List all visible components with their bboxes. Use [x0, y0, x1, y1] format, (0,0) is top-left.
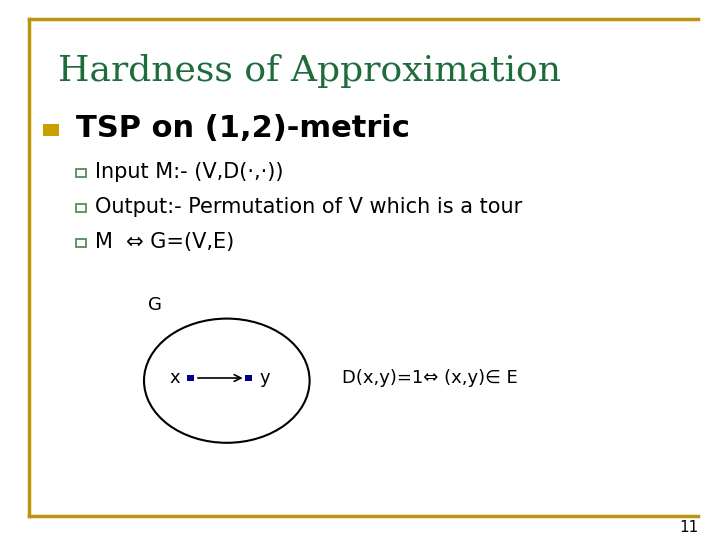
Text: 11: 11: [679, 519, 698, 535]
Bar: [76, 169, 86, 177]
Text: Hardness of Approximation: Hardness of Approximation: [58, 54, 561, 88]
Text: TSP on (1,2)-metric: TSP on (1,2)-metric: [76, 114, 410, 143]
Bar: [245, 375, 252, 381]
Text: y: y: [259, 369, 270, 387]
Text: Input M:- (V,D(·,·)): Input M:- (V,D(·,·)): [95, 162, 284, 183]
Bar: [76, 204, 86, 212]
Bar: [187, 375, 194, 381]
Bar: [43, 124, 59, 136]
Text: Output:- Permutation of V which is a tour: Output:- Permutation of V which is a tou…: [95, 197, 522, 218]
Bar: [76, 239, 86, 247]
Text: x: x: [169, 369, 180, 387]
Text: D(x,y)=1⇔ (x,y)∈ E: D(x,y)=1⇔ (x,y)∈ E: [342, 369, 518, 387]
Text: M  ⇔ G=(V,E): M ⇔ G=(V,E): [95, 232, 234, 253]
Text: G: G: [148, 296, 161, 314]
